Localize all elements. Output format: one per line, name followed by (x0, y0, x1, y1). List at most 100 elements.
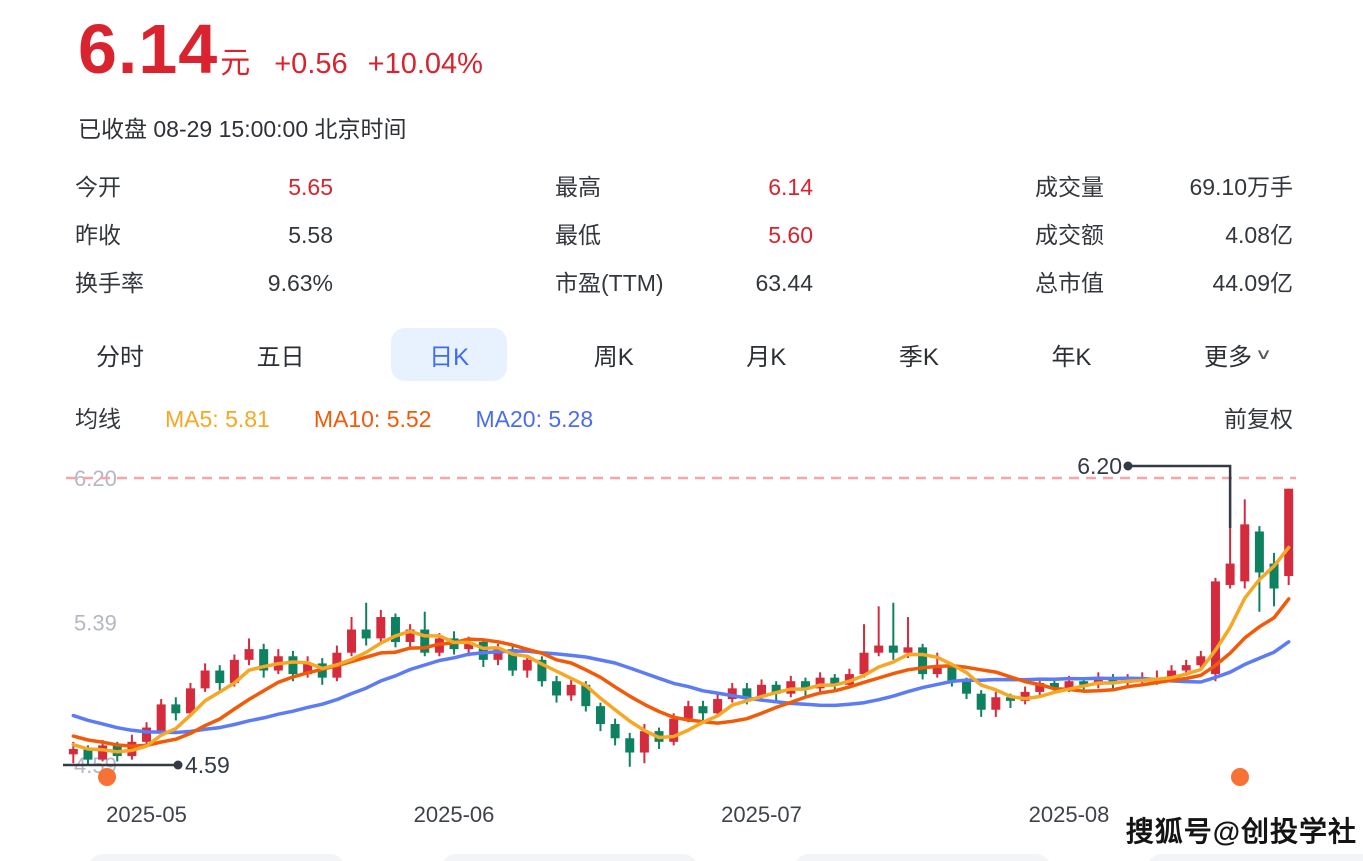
candle-body (405, 629, 415, 642)
low-annotation-label: 4.59 (185, 752, 230, 778)
candle-body (830, 677, 840, 685)
candle-body (537, 659, 547, 682)
stat-label: 成交额 (1035, 222, 1104, 248)
tab-label: 分时 (96, 343, 144, 371)
x-tick-label: 2025-08 (1029, 802, 1110, 827)
candle-body (464, 641, 474, 650)
candle-body (244, 649, 254, 660)
high-annotation-dot (1123, 461, 1133, 471)
candle-body (1210, 581, 1220, 675)
candle-body (815, 677, 825, 689)
adjust-mode-label[interactable]: 前复权 (1224, 406, 1293, 432)
x-tick-label: 2025-06 (414, 802, 495, 827)
stat-value: 69.10万手 (1189, 174, 1293, 200)
candle-body (1079, 681, 1089, 685)
candle-body (1269, 563, 1279, 589)
stat-value: 5.65 (288, 174, 333, 200)
kline-svg: 6.20 5.39 4.59 2025-05 2025-06 2025-07 2025-08… (63, 453, 1296, 827)
ma-legend-ma20: MA20: 5.28 (475, 406, 594, 432)
stat-value: 4.08亿 (1225, 222, 1293, 248)
candle-body (932, 666, 942, 675)
candle-body (859, 652, 869, 675)
candle-body (1284, 488, 1294, 577)
watermark: 搜狐号@创投学社 (1125, 816, 1357, 847)
candle-body (1035, 682, 1045, 692)
stat-row: 总市值 44.09亿 (1035, 256, 1293, 304)
candle-body (991, 697, 1001, 710)
candle-body (888, 645, 898, 653)
candle-body (1181, 665, 1191, 671)
stat-row: 最高 6.14 (555, 160, 813, 208)
candle-body (757, 684, 767, 698)
tab-label: 更多 (1204, 343, 1253, 371)
candle-body (1254, 531, 1264, 573)
stats-column-3: 成交量 69.10万手成交额 4.08亿总市值 44.09亿 (1035, 160, 1293, 304)
ma-line-ma20 (71, 640, 1291, 735)
stat-value: 44.09亿 (1212, 270, 1293, 296)
stat-label: 换手率 (75, 270, 144, 296)
bottom-action-pill-2[interactable] (441, 854, 698, 861)
tab-周K[interactable]: 周K (568, 328, 660, 381)
bottom-action-pill-4[interactable] (1147, 854, 1363, 861)
candle-body (1108, 677, 1118, 683)
y-tick-label: 6.20 (74, 466, 117, 491)
period-tabs: 分时 五日 日K 周K 月K 季K 年K 更多 ∨ (70, 327, 1295, 381)
candle-body (508, 649, 518, 671)
candle-body (98, 745, 108, 760)
candle-body (1093, 677, 1103, 685)
candle-body (903, 647, 913, 653)
tab-季K[interactable]: 季K (873, 328, 965, 381)
stat-row: 今开 5.65 (75, 160, 333, 208)
bottom-action-pill-1[interactable] (88, 854, 345, 861)
stat-row: 换手率 9.63% (75, 256, 333, 304)
bottom-action-pill-3[interactable] (794, 854, 1051, 861)
candle-body (566, 684, 576, 696)
candle-body (918, 647, 928, 675)
tab-更多[interactable]: 更多 ∨ (1178, 328, 1295, 381)
candle-body (229, 659, 239, 683)
ma-items: MA5: 5.81 MA10: 5.52 MA20: 5.28 (165, 406, 593, 433)
stat-label: 市盈(TTM) (555, 270, 664, 296)
candle-body (259, 649, 269, 671)
candle-body (713, 699, 723, 714)
currency-unit: 元 (220, 47, 251, 80)
stat-row: 昨收 5.58 (75, 208, 333, 256)
candle-body (683, 706, 693, 719)
candle-body (669, 718, 679, 742)
event-marker-dot[interactable] (1231, 768, 1249, 786)
stats-column-1: 今开 5.65 昨收 5.58 换手率 9.63% (75, 160, 333, 304)
tab-五日[interactable]: 五日 (231, 328, 331, 381)
candle-body (1196, 656, 1206, 666)
high-annotation-label: 6.20 (1077, 453, 1122, 479)
tab-label: 周K (593, 343, 634, 371)
candle-body (800, 681, 810, 689)
tab-年K[interactable]: 年K (1025, 328, 1117, 381)
price-change: +0.56 (274, 48, 348, 80)
candle-body (1064, 681, 1074, 689)
candle-body (156, 704, 166, 732)
tab-日K[interactable]: 日K (391, 327, 508, 381)
stat-row: 成交量 69.10万手 (1035, 160, 1293, 208)
stat-row: 市盈(TTM) 63.44 (555, 256, 813, 304)
candle-body (698, 706, 708, 714)
candlestick-chart[interactable]: 6.20 5.39 4.59 2025-05 2025-06 2025-07 2025-08… (0, 448, 1363, 830)
candle-body (288, 656, 298, 675)
stat-value: 63.44 (755, 270, 813, 296)
tab-分时[interactable]: 分时 (70, 328, 170, 381)
candle-body (742, 688, 752, 698)
candle-body (610, 723, 620, 739)
candle-body (420, 629, 430, 653)
candle-body (771, 684, 781, 694)
stat-label: 今开 (75, 174, 121, 200)
candle-body (976, 693, 986, 710)
high-annotation-line (1128, 464, 1232, 528)
x-tick-label: 2025-07 (721, 802, 802, 827)
stat-value: 5.60 (768, 222, 813, 248)
tab-label: 年K (1051, 343, 1092, 371)
event-marker-dot[interactable] (98, 768, 116, 786)
tab-月K[interactable]: 月K (720, 328, 812, 381)
y-tick-label: 5.39 (74, 610, 117, 635)
stat-label: 成交量 (1035, 174, 1104, 200)
candle-body (390, 617, 400, 642)
